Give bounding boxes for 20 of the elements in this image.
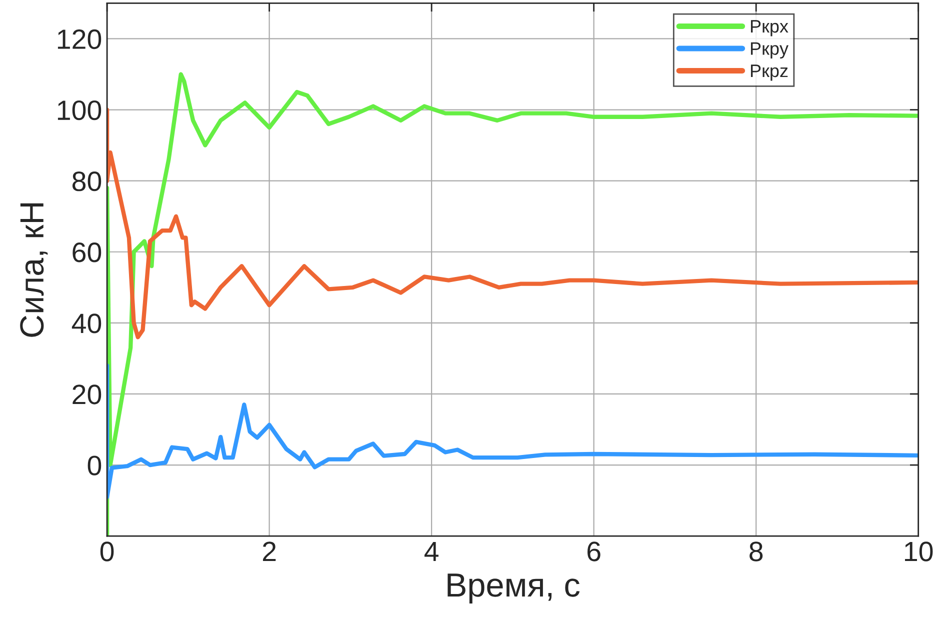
y-tick-label: 120: [58, 29, 102, 50]
y-tick-label: 0: [88, 456, 102, 476]
x-tick-label: 2: [262, 542, 276, 562]
legend-label: Pкрz: [750, 64, 788, 81]
x-tick-label: 6: [588, 542, 600, 562]
x-tick-label: 10: [905, 542, 933, 562]
x-tick-label: 4: [424, 542, 438, 562]
x-axis-title: Время, с: [448, 574, 580, 604]
y-tick-label: 60: [72, 242, 102, 262]
y-tick-label: 80: [72, 172, 102, 192]
y-tick-label: 100: [58, 100, 102, 120]
line-series: [107, 108, 918, 340]
y-tick-label: 40: [72, 314, 102, 334]
x-tick-label: 8: [750, 542, 763, 562]
legend-label: Pкрx: [750, 20, 788, 36]
legend-label: Pкрy: [750, 42, 788, 59]
line-series: [107, 363, 918, 500]
x-tick-label: 0: [100, 542, 114, 562]
y-tick-label: 20: [72, 384, 102, 404]
y-axis-title: Сила, кН: [20, 203, 48, 337]
